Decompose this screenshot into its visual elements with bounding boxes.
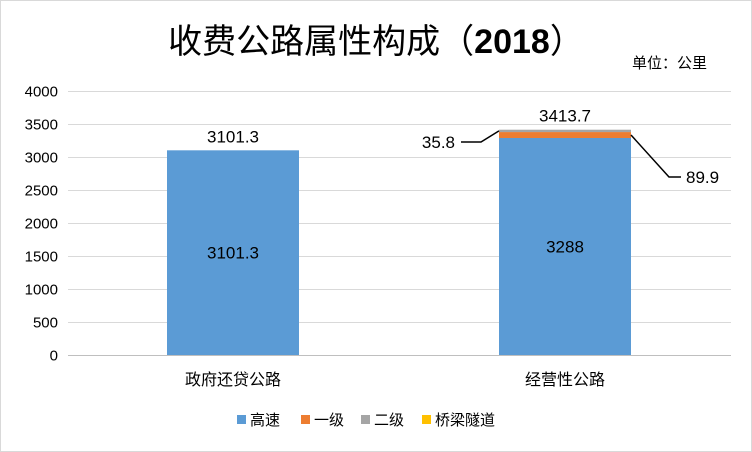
y-tick-label: 3000 <box>25 150 58 167</box>
x-axis-categories: 政府还贷公路 经营性公路 <box>185 370 605 389</box>
chart-title: 收费公路属性构成（2018） <box>168 22 584 62</box>
legend-label: 高速 <box>250 411 280 429</box>
legend-label: 桥梁隧道 <box>435 411 495 429</box>
legend-swatch <box>361 415 370 424</box>
callout-label: 89.9 <box>686 168 719 187</box>
y-tick-label: 0 <box>50 348 58 365</box>
y-axis-ticks: 0 500 1000 1500 2000 2500 3000 3500 4000 <box>25 84 58 365</box>
data-labels: 3101.3 3101.3 3413.7 3288 35.8 89.9 <box>207 107 719 263</box>
legend-swatch <box>237 415 246 424</box>
bar-segment <box>499 129 631 133</box>
bar-segment <box>167 150 299 355</box>
y-tick-label: 1000 <box>25 282 58 299</box>
bars <box>167 129 631 355</box>
category-label: 经营性公路 <box>525 370 605 389</box>
total-label: 3101.3 <box>207 127 259 146</box>
segment-label: 3288 <box>546 237 584 256</box>
y-tick-label: 2000 <box>25 216 58 233</box>
y-tick-label: 3500 <box>25 117 58 134</box>
callout-line <box>630 134 681 178</box>
bar-segment <box>499 132 631 138</box>
legend-label: 二级 <box>374 411 404 429</box>
y-tick-label: 4000 <box>25 84 58 101</box>
legend: 高速 一级 二级 桥梁隧道 <box>237 411 495 429</box>
y-tick-label: 500 <box>33 315 58 332</box>
segment-label: 3101.3 <box>207 244 259 263</box>
category-label: 政府还贷公路 <box>185 370 281 389</box>
callout-label: 35.8 <box>422 133 455 152</box>
bar-segment <box>499 137 631 355</box>
total-label: 3413.7 <box>539 107 591 126</box>
callout-line <box>461 130 500 143</box>
legend-label: 一级 <box>314 411 344 429</box>
y-tick-label: 2500 <box>25 183 58 200</box>
legend-swatch <box>422 415 431 424</box>
unit-label: 单位：公里 <box>632 54 707 72</box>
y-tick-label: 1500 <box>25 249 58 266</box>
legend-swatch <box>301 415 310 424</box>
